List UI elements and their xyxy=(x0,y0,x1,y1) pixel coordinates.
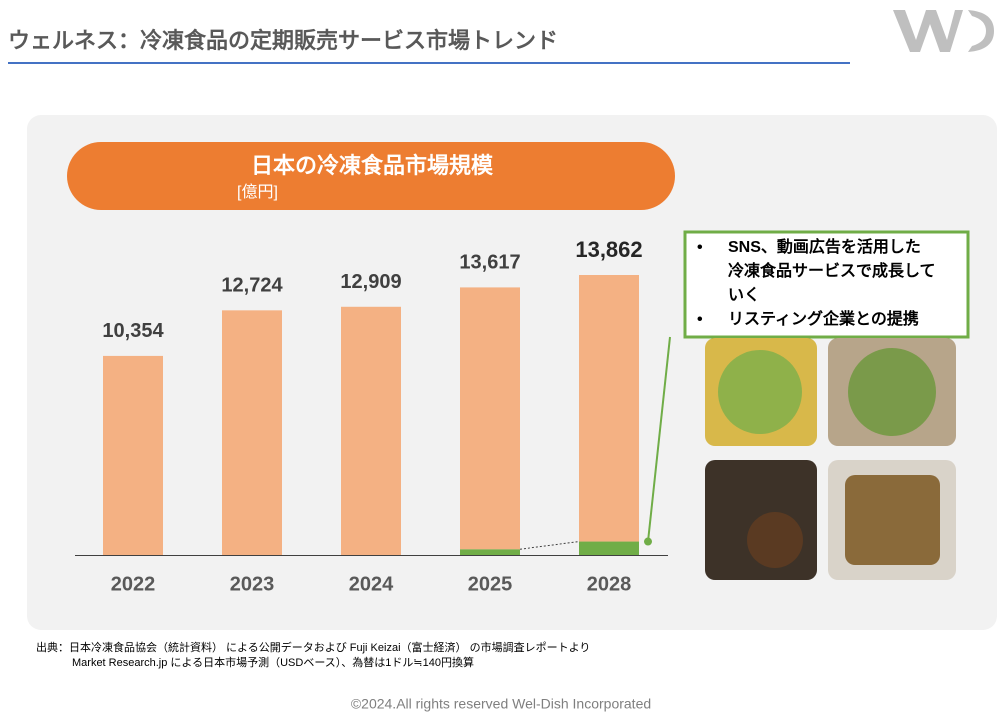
photo-detail xyxy=(848,348,936,436)
trend-connector xyxy=(519,541,580,550)
bullet: • xyxy=(697,311,703,328)
page-title: ウェルネス：冷凍食品の定期販売サービス市場トレンド xyxy=(8,28,558,53)
callout-text: いく xyxy=(728,286,760,304)
source-line: 出典：日本冷凍食品協会（統計資料） による公開データおよび Fuji Keiza… xyxy=(36,640,590,654)
x-tick-label: 2023 xyxy=(230,573,275,595)
bar xyxy=(579,275,639,542)
callout-dot xyxy=(644,537,652,546)
photo-detail xyxy=(718,350,802,434)
value-label: 10,354 xyxy=(102,320,164,342)
callout-text: 冷凍食品サービスで成長して xyxy=(728,261,936,280)
chart-title: 日本の冷凍食品市場規模 xyxy=(251,153,494,178)
value-label: 13,617 xyxy=(459,252,520,274)
bullet: • xyxy=(697,239,703,256)
bar xyxy=(103,355,163,555)
footer: ©2024.All rights reserved Wel-Dish Incor… xyxy=(351,696,651,712)
value-label: 12,909 xyxy=(340,271,401,293)
value-label: 12,724 xyxy=(221,275,283,297)
callout-leader xyxy=(647,336,671,542)
bar xyxy=(460,549,520,555)
photos xyxy=(705,338,956,580)
callout-text: SNS、動画広告を活用した xyxy=(728,237,921,256)
x-tick-label: 2028 xyxy=(587,573,632,595)
chart-subtitle: [億円] xyxy=(237,183,278,201)
photo-detail xyxy=(747,512,803,568)
bar xyxy=(222,310,282,555)
x-tick-label: 2025 xyxy=(468,573,513,595)
source-line: Market Research.jp による日本市場予測（USDベース）、為替は… xyxy=(72,655,474,669)
bar xyxy=(460,287,520,550)
value-label: 13,862 xyxy=(575,237,642,262)
photo-detail xyxy=(845,475,940,565)
callout-box xyxy=(683,230,970,339)
bar xyxy=(579,541,639,555)
x-tick-label: 2022 xyxy=(111,573,156,595)
logo xyxy=(893,10,994,52)
callout-text: リスティング企業との提携 xyxy=(728,309,919,328)
bar xyxy=(341,306,401,555)
title-pill xyxy=(67,142,675,210)
x-tick-label: 2024 xyxy=(349,573,394,595)
